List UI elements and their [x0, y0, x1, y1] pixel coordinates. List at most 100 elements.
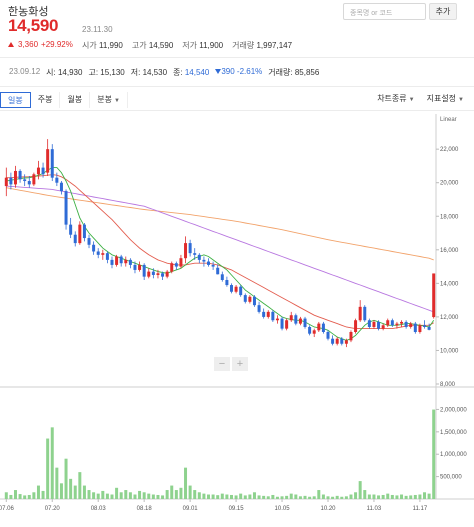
volume-bar	[4, 492, 8, 499]
volume-bar	[280, 496, 284, 499]
chart-type-label: 차트종류	[377, 94, 407, 103]
candle-body	[298, 318, 302, 324]
volume-bar	[188, 485, 192, 499]
candle-body	[358, 306, 362, 321]
volume-bar	[303, 495, 307, 499]
volume-bar	[124, 490, 128, 499]
volume-bar	[294, 494, 298, 499]
current-price: 14,590	[8, 16, 59, 35]
volume-bar	[229, 494, 233, 499]
volume-value: 1,997,147	[256, 41, 293, 50]
price-tick-label: 18,000	[440, 214, 459, 220]
open-value: 11,990	[98, 41, 123, 50]
volume-bar	[390, 494, 394, 499]
volume-bar	[372, 494, 376, 499]
candle-body	[18, 170, 22, 180]
quote-date: 23.11.30	[82, 25, 113, 34]
volume-bar	[413, 494, 417, 499]
candle-body	[381, 325, 385, 329]
volume-bar	[151, 494, 155, 499]
volume-bar	[128, 492, 132, 499]
indicator-settings-button[interactable]: 지표설정 ▼	[427, 93, 464, 104]
price-tick-label: 14,000	[440, 281, 459, 287]
candle-body	[317, 323, 321, 331]
volume-bar	[115, 487, 119, 499]
candle-body	[220, 274, 224, 280]
header-divider	[0, 57, 474, 58]
volume-bar	[381, 494, 385, 499]
x-tick-label: 09.01	[183, 506, 199, 512]
volume-bar	[225, 494, 229, 499]
chevron-down-icon: ▼	[458, 97, 464, 103]
info-close: 14,540	[184, 68, 210, 77]
zoom-out-button[interactable]: −	[214, 357, 230, 371]
candle-body	[377, 321, 381, 329]
volume-bar	[174, 490, 178, 499]
candle-body	[69, 224, 73, 235]
stock-chart[interactable]: Linear 22,000 20,000 18,000 16,000 14,000 12,0…	[0, 114, 474, 527]
candle-body	[101, 253, 105, 255]
candle-body	[184, 243, 188, 259]
volume-label: 거래량	[232, 41, 255, 50]
candle-body	[197, 254, 201, 260]
volume-bar	[179, 487, 183, 499]
candle-body	[119, 256, 123, 264]
candle-body	[82, 224, 86, 239]
candle-body	[248, 296, 252, 302]
candle-body	[50, 149, 54, 178]
zoom-in-button[interactable]: +	[232, 357, 248, 371]
volume-bar	[216, 495, 220, 499]
candle-body	[59, 182, 63, 192]
volume-bar	[9, 494, 13, 499]
volume-bar	[266, 496, 270, 499]
candle-body	[105, 253, 109, 260]
candle-body	[41, 167, 45, 175]
candle-body	[234, 286, 238, 292]
volume-bar	[340, 496, 344, 499]
volume-bar	[321, 494, 325, 499]
volume-bar	[395, 495, 399, 499]
price-tick-label: 22,000	[440, 147, 459, 153]
volume-bar	[165, 490, 169, 499]
candle-body	[262, 311, 266, 317]
candle-body	[340, 338, 344, 344]
tab-monthly[interactable]: 월봉	[60, 92, 91, 108]
volume-bar	[423, 492, 427, 499]
chart-type-button[interactable]: 차트종류 ▼	[377, 93, 414, 104]
tab-minute[interactable]: 분봉 ▼	[90, 92, 128, 108]
candle-body	[308, 326, 312, 334]
x-tick-label: 08.18	[137, 506, 153, 512]
volume-bar	[50, 427, 54, 499]
add-stock-button[interactable]: 추가	[429, 3, 457, 20]
candle-body	[252, 296, 256, 306]
volume-bar	[87, 490, 91, 499]
x-tick-label: 08.03	[91, 506, 107, 512]
volume-bar	[409, 495, 413, 499]
price-tick-label: 16,000	[440, 248, 459, 254]
info-close-label: 종	[173, 68, 181, 77]
volume-bar	[41, 490, 45, 499]
volume-bar	[96, 493, 100, 499]
volume-bar	[119, 492, 123, 499]
candle-body	[128, 259, 132, 265]
volume-bar	[184, 467, 188, 499]
volume-bar	[27, 494, 31, 499]
volume-bar	[220, 493, 224, 499]
stock-search-input[interactable]: 종목명 or 코드	[343, 3, 426, 20]
info-divider	[0, 86, 474, 87]
x-tick-label: 10.05	[275, 506, 291, 512]
volume-bar	[312, 496, 316, 499]
candle-body	[36, 167, 40, 175]
tab-weekly[interactable]: 주봉	[30, 92, 61, 108]
info-change-pct: -2.61%	[236, 67, 263, 76]
crosshair-info-row: 23.09.12 시: 14,930 고: 15,130 저: 14,530 종…	[9, 67, 320, 77]
candle-body	[239, 286, 243, 296]
volume-bar	[234, 495, 238, 499]
change-percent: +29.92%	[41, 40, 73, 49]
candle-body	[92, 244, 96, 252]
volume-bar	[156, 494, 160, 499]
zoom-controls: − +	[214, 357, 248, 371]
x-tick-label: 10.20	[320, 506, 336, 512]
volume-bar	[331, 496, 335, 499]
tab-daily[interactable]: 일봉	[0, 92, 31, 108]
